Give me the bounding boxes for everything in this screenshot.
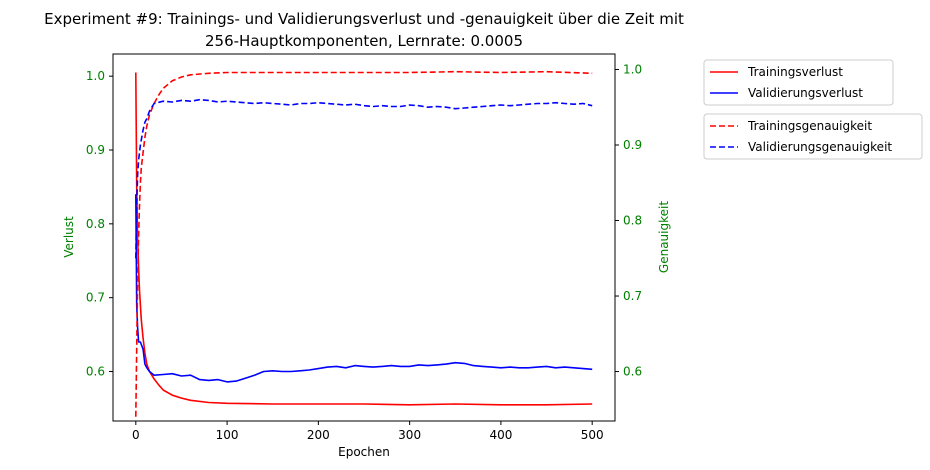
series-line-validierungsgenauigkeit	[135, 98, 593, 259]
legend-loss-box	[703, 59, 894, 106]
legend-label-trainingsgenauigkeit: Trainingsgenauigkeit	[747, 119, 872, 133]
legend-accuracy: Trainingsgenauigkeit Validierungsgenauig…	[703, 113, 923, 160]
series-line-validierungsverlust	[135, 194, 593, 383]
series-line-trainingsgenauigkeit	[135, 70, 593, 417]
x-axis: 0 100 200 300 400 500	[132, 421, 604, 442]
x-tick-label: 100	[216, 428, 239, 442]
y-axis-right: 0.6 0.7 0.8 0.9 1.0	[615, 62, 642, 379]
y-right-tick-label: 1.0	[623, 62, 642, 76]
x-tick-label: 200	[307, 428, 330, 442]
x-tick-label: 500	[581, 428, 604, 442]
legend-label-validierungsverlust: Validierungsverlust	[748, 86, 863, 100]
y-axis-left-label: Verlust	[62, 216, 76, 258]
series-line-trainingsverlust	[135, 72, 593, 406]
y-axis-right-label: Genauigkeit	[657, 201, 671, 273]
legend-acc-box	[703, 113, 923, 160]
legend-label-validierungsgenauigkeit: Validierungsgenauigkeit	[748, 140, 892, 154]
x-tick-label: 300	[398, 428, 421, 442]
y-right-tick-label: 0.8	[623, 214, 642, 228]
y-left-tick-label: 0.8	[86, 217, 105, 231]
y-right-tick-label: 0.6	[623, 365, 642, 379]
legend-label-trainingsverlust: Trainingsverlust	[747, 65, 843, 79]
y-right-tick-label: 0.9	[623, 138, 642, 152]
x-tick-label: 0	[132, 428, 140, 442]
x-axis-label: Epochen	[338, 445, 390, 459]
y-right-tick-label: 0.7	[623, 289, 642, 303]
y-left-tick-label: 0.9	[86, 143, 105, 157]
x-tick-label: 400	[489, 428, 512, 442]
axes-frame	[112, 53, 616, 422]
legend-loss: Trainingsverlust Validierungsverlust	[703, 59, 894, 106]
y-left-tick-label: 0.6	[86, 365, 105, 379]
chart-title-line1: Experiment #9: Trainings- und Validierun…	[44, 10, 684, 28]
y-axis-left: 0.6 0.7 0.8 0.9 1.0	[86, 69, 113, 379]
y-left-tick-label: 1.0	[86, 69, 105, 83]
chart-title-line2: 256-Hauptkomponenten, Lernrate: 0.0005	[205, 32, 523, 50]
plot-area	[135, 70, 593, 417]
y-left-tick-label: 0.7	[86, 291, 105, 305]
